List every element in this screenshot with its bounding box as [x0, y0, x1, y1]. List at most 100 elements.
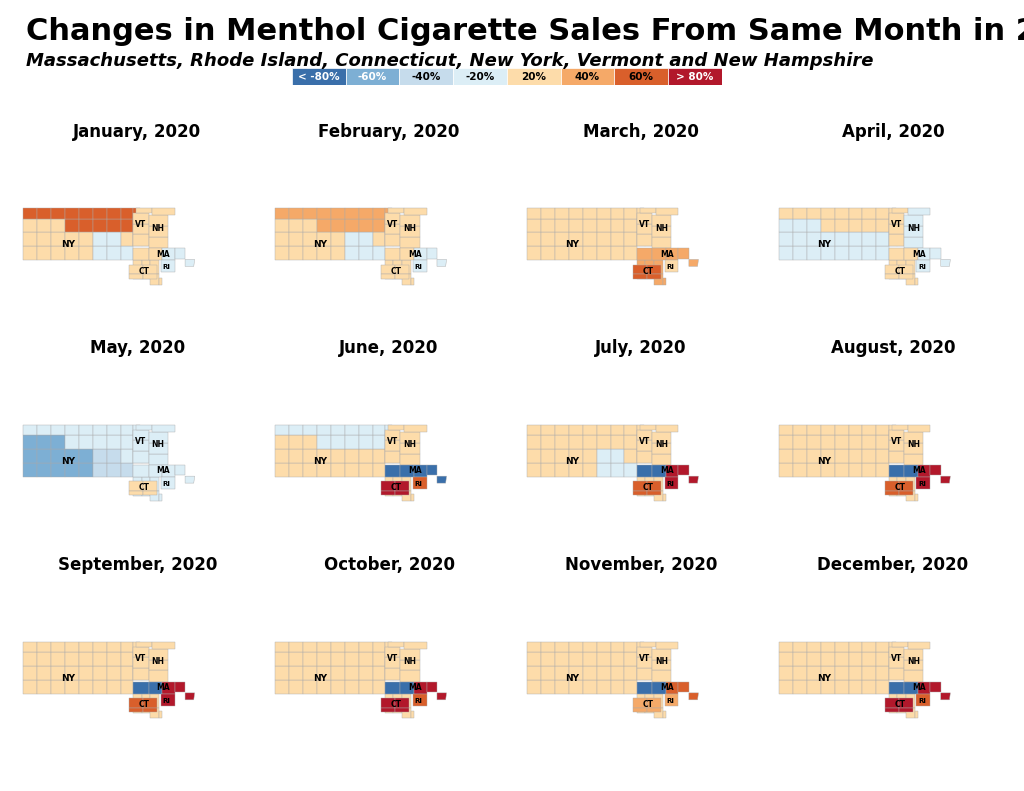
- Polygon shape: [345, 463, 358, 477]
- Polygon shape: [904, 465, 919, 477]
- Polygon shape: [897, 449, 906, 463]
- Polygon shape: [163, 465, 175, 477]
- Polygon shape: [93, 218, 106, 233]
- Polygon shape: [820, 435, 835, 449]
- Polygon shape: [597, 208, 610, 218]
- Polygon shape: [689, 476, 698, 483]
- Polygon shape: [316, 449, 331, 463]
- Polygon shape: [647, 698, 662, 708]
- Polygon shape: [889, 224, 904, 234]
- Polygon shape: [849, 233, 862, 246]
- Polygon shape: [289, 679, 303, 694]
- Polygon shape: [121, 679, 133, 694]
- Text: CT: CT: [390, 483, 401, 492]
- Polygon shape: [889, 274, 897, 279]
- Polygon shape: [385, 666, 393, 679]
- Polygon shape: [779, 435, 793, 449]
- Polygon shape: [527, 425, 541, 435]
- Polygon shape: [877, 233, 889, 246]
- Polygon shape: [583, 679, 597, 694]
- Polygon shape: [148, 248, 163, 260]
- Polygon shape: [889, 451, 904, 463]
- Bar: [561, 68, 614, 85]
- Polygon shape: [568, 642, 583, 652]
- Polygon shape: [303, 435, 316, 449]
- Polygon shape: [904, 453, 924, 465]
- Polygon shape: [37, 425, 51, 435]
- Polygon shape: [807, 679, 820, 694]
- Polygon shape: [275, 208, 289, 218]
- Polygon shape: [637, 465, 652, 477]
- Text: Massachusetts, Rhode Island, Connecticut, New York, Vermont and New Hampshire: Massachusetts, Rhode Island, Connecticut…: [26, 52, 873, 70]
- Polygon shape: [555, 449, 568, 463]
- Polygon shape: [527, 435, 541, 449]
- Polygon shape: [106, 679, 121, 694]
- Polygon shape: [899, 482, 913, 491]
- Polygon shape: [415, 248, 427, 260]
- Polygon shape: [807, 652, 820, 666]
- Polygon shape: [106, 425, 121, 435]
- Polygon shape: [133, 234, 148, 246]
- Text: < -80%: < -80%: [298, 72, 340, 81]
- Polygon shape: [393, 260, 402, 274]
- Polygon shape: [597, 463, 610, 477]
- Polygon shape: [916, 260, 931, 272]
- Polygon shape: [51, 435, 65, 449]
- Polygon shape: [129, 265, 143, 274]
- Text: MA: MA: [912, 683, 926, 692]
- Polygon shape: [275, 246, 289, 260]
- Polygon shape: [835, 218, 849, 233]
- Polygon shape: [877, 246, 889, 260]
- Polygon shape: [393, 218, 402, 233]
- Polygon shape: [385, 657, 400, 668]
- Polygon shape: [793, 218, 807, 233]
- Polygon shape: [892, 642, 907, 647]
- Text: NY: NY: [565, 457, 580, 466]
- Polygon shape: [652, 237, 672, 248]
- Text: RI: RI: [415, 481, 423, 487]
- Polygon shape: [637, 451, 652, 463]
- Polygon shape: [906, 491, 914, 501]
- Text: MA: MA: [409, 250, 422, 259]
- Text: -60%: -60%: [357, 72, 387, 81]
- Polygon shape: [185, 693, 195, 700]
- Polygon shape: [862, 246, 877, 260]
- Polygon shape: [899, 491, 913, 495]
- Polygon shape: [24, 652, 37, 666]
- Polygon shape: [904, 226, 924, 237]
- Polygon shape: [645, 491, 654, 496]
- Polygon shape: [779, 233, 793, 246]
- Polygon shape: [345, 218, 358, 233]
- Polygon shape: [79, 463, 93, 477]
- Polygon shape: [889, 491, 897, 496]
- Polygon shape: [148, 226, 168, 237]
- Polygon shape: [373, 218, 385, 233]
- Polygon shape: [37, 652, 51, 666]
- Polygon shape: [289, 666, 303, 679]
- Polygon shape: [849, 652, 862, 666]
- Polygon shape: [541, 463, 555, 477]
- Polygon shape: [133, 260, 141, 274]
- Text: NH: NH: [403, 224, 417, 233]
- Polygon shape: [345, 233, 358, 246]
- Text: CT: CT: [642, 267, 653, 275]
- Polygon shape: [637, 248, 652, 260]
- Polygon shape: [289, 246, 303, 260]
- Polygon shape: [133, 224, 148, 234]
- Polygon shape: [51, 679, 65, 694]
- Polygon shape: [93, 679, 106, 694]
- Polygon shape: [331, 642, 345, 652]
- Text: NY: NY: [313, 240, 328, 249]
- Text: CT: CT: [894, 267, 905, 275]
- Polygon shape: [24, 425, 37, 435]
- Polygon shape: [527, 449, 541, 463]
- Text: 60%: 60%: [629, 72, 653, 81]
- Polygon shape: [358, 449, 373, 463]
- Polygon shape: [395, 698, 410, 708]
- Polygon shape: [889, 477, 897, 491]
- Polygon shape: [807, 666, 820, 679]
- Polygon shape: [331, 218, 345, 233]
- Polygon shape: [647, 491, 662, 495]
- Polygon shape: [931, 465, 941, 475]
- Polygon shape: [625, 435, 637, 449]
